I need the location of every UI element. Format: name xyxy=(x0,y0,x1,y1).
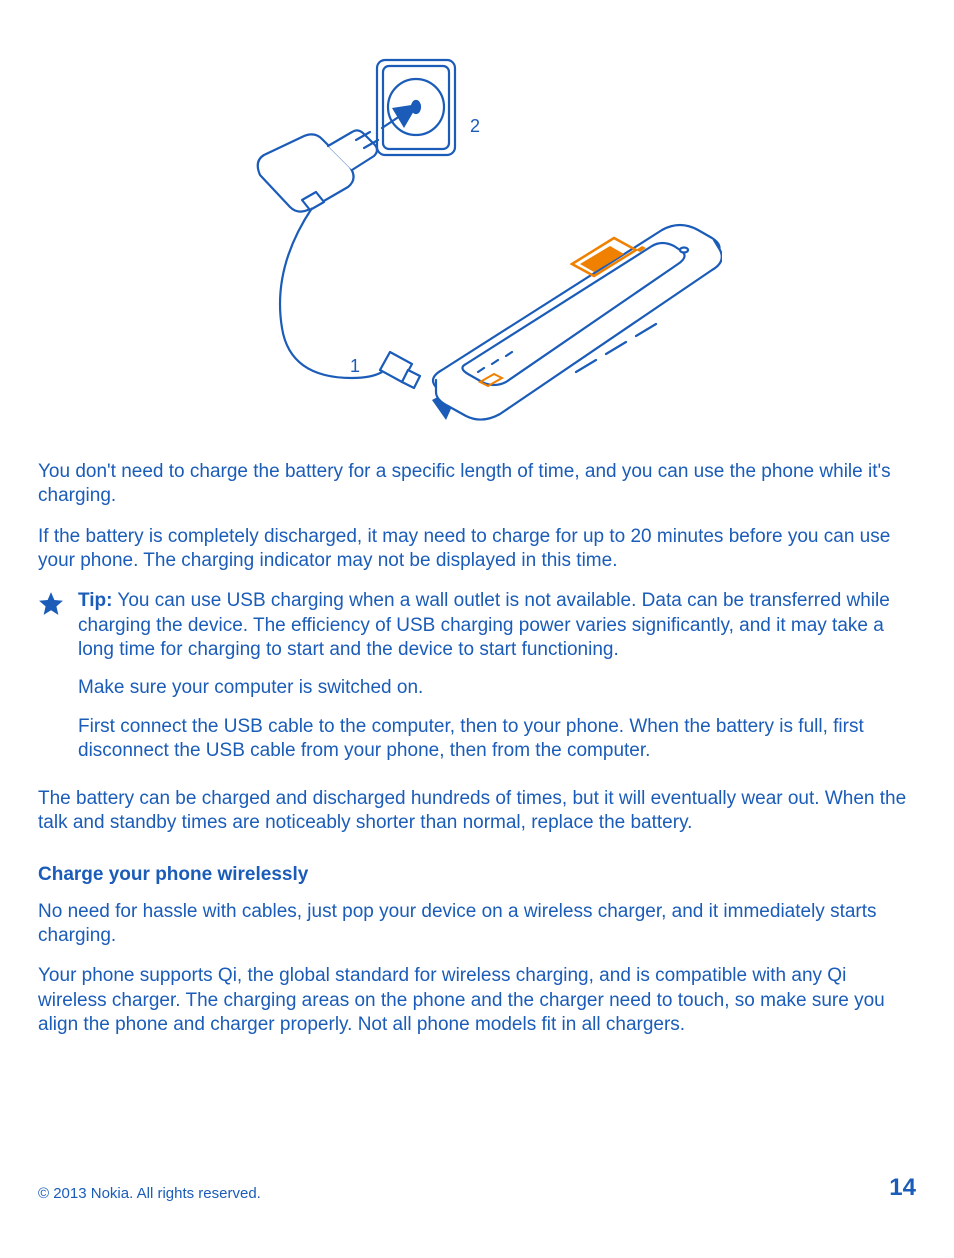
body-paragraph-3: The battery can be charged and discharge… xyxy=(38,787,916,836)
tip-paragraph-3: First connect the USB cable to the compu… xyxy=(78,715,916,764)
charging-diagram: 1 2 xyxy=(232,50,722,430)
section-paragraph-2: Your phone supports Qi, the global stand… xyxy=(38,964,916,1037)
page-footer: © 2013 Nokia. All rights reserved. 14 xyxy=(38,1174,916,1202)
copyright-text: © 2013 Nokia. All rights reserved. xyxy=(38,1185,261,1202)
body-paragraph-2: If the battery is completely discharged,… xyxy=(38,525,916,574)
tip-text-1: You can use USB charging when a wall out… xyxy=(78,590,890,660)
diagram-label-2: 2 xyxy=(470,116,480,137)
tip-paragraph-1: Tip: You can use USB charging when a wal… xyxy=(78,589,916,662)
section-paragraph-1: No need for hassle with cables, just pop… xyxy=(38,900,916,949)
body-paragraph-1: You don't need to charge the battery for… xyxy=(38,460,916,509)
tip-paragraph-2: Make sure your computer is switched on. xyxy=(78,676,916,700)
tip-label: Tip: xyxy=(78,590,112,611)
diagram-label-1: 1 xyxy=(350,356,360,377)
tip-block: Tip: You can use USB charging when a wal… xyxy=(38,589,916,777)
tip-body: Tip: You can use USB charging when a wal… xyxy=(78,589,916,777)
page-number: 14 xyxy=(889,1174,916,1202)
section-heading-wireless: Charge your phone wirelessly xyxy=(38,864,916,886)
charging-diagram-svg xyxy=(232,50,722,430)
page-container: 1 2 You don't need to charge the battery… xyxy=(0,0,954,1258)
diagram-container: 1 2 xyxy=(38,50,916,430)
star-icon xyxy=(38,589,78,617)
